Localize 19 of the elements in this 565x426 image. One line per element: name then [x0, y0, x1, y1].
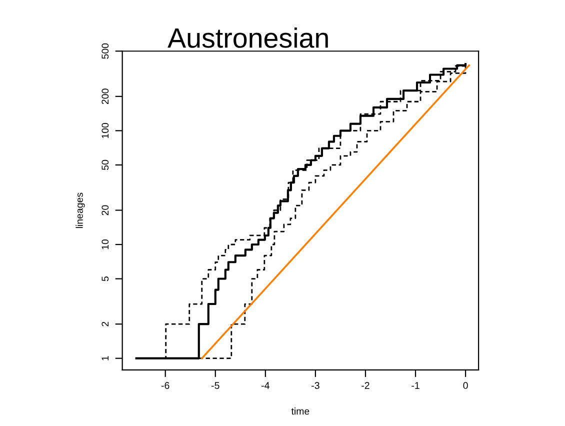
chart-title: Austronesian — [168, 28, 328, 48]
y-tick-label: 50 — [102, 160, 109, 170]
y-tick-label: 20 — [102, 205, 109, 216]
y-tick-label: 10 — [102, 239, 109, 250]
x-tick-label: -5 — [211, 382, 220, 389]
x-tick-label: -3 — [312, 382, 320, 389]
x-tick-label: -6 — [161, 382, 170, 389]
x-tick-label: 0 — [463, 382, 468, 389]
y-tick-label: 100 — [102, 122, 109, 138]
y-tick-label: 2 — [102, 322, 108, 326]
y-tick-label: 1 — [102, 356, 108, 360]
x-tick-label: -1 — [412, 382, 420, 389]
x-axis-title: time — [291, 408, 310, 415]
y-tick-label: 200 — [102, 88, 109, 104]
x-tick-label: -4 — [262, 382, 270, 389]
y-tick-label: 5 — [102, 276, 109, 282]
y-axis-title: lineages — [76, 192, 85, 228]
x-tick-label: -2 — [362, 382, 370, 389]
y-tick-label: 500 — [102, 43, 109, 59]
